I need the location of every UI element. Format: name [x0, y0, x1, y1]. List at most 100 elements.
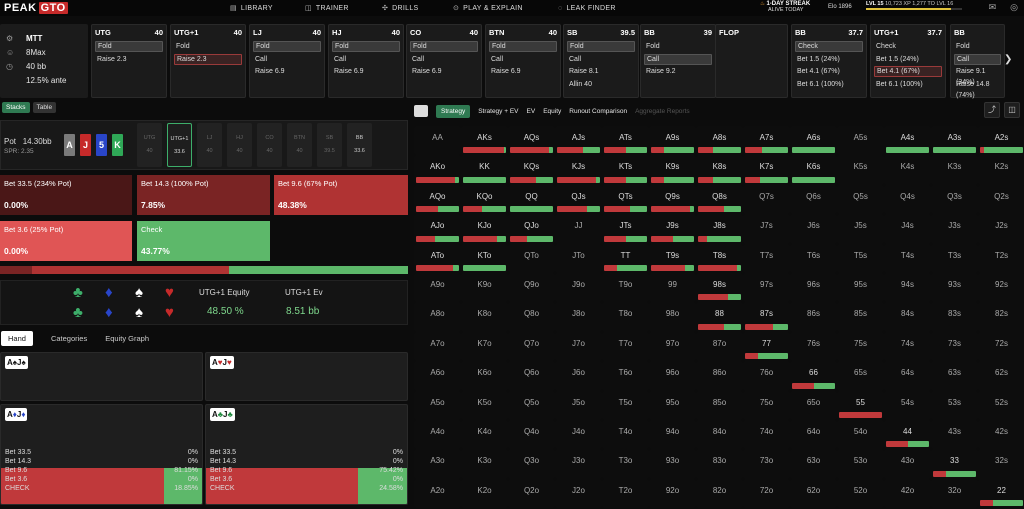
hand-cell[interactable]: 42o: [884, 478, 931, 509]
hand-cell[interactable]: 95s: [837, 273, 884, 303]
hand-cell[interactable]: Q7o: [508, 331, 555, 362]
hand-cell[interactable]: T9o: [602, 273, 649, 303]
hand-cell[interactable]: T5o: [602, 390, 649, 420]
hand-cell[interactable]: J4s: [884, 214, 931, 244]
hand-cell[interactable]: KTs: [602, 155, 649, 185]
hand-cell[interactable]: K6o: [461, 361, 508, 391]
hand-cell[interactable]: KJs: [555, 155, 602, 185]
action-option[interactable]: Call: [412, 55, 425, 63]
hand-cell[interactable]: 92s: [978, 273, 1024, 303]
hand-cell[interactable]: Q8o: [508, 302, 555, 332]
hand-cell[interactable]: J3s: [931, 214, 978, 244]
hand-cell[interactable]: K3s: [931, 155, 978, 185]
tab-stacks[interactable]: Stacks: [2, 102, 30, 113]
hand-cell[interactable]: T8s: [696, 243, 743, 273]
hand-cell[interactable]: 98s: [696, 273, 743, 303]
tile-utgplus1[interactable]: UTG+1 40 Fold Raise 2.3: [170, 24, 246, 98]
hand-cell[interactable]: 44: [884, 420, 931, 450]
hand-cell[interactable]: 55: [837, 390, 884, 420]
tile-utg[interactable]: UTG 40 Fold Raise 2.3: [91, 24, 167, 98]
hand-cell[interactable]: 85s: [837, 302, 884, 332]
hand-cell[interactable]: J9o: [555, 273, 602, 303]
hand-cell[interactable]: J3o: [555, 449, 602, 479]
hand-cell[interactable]: K5s: [837, 155, 884, 185]
action-option[interactable]: Raise 6.9: [412, 68, 442, 75]
hand-cell[interactable]: 96o: [649, 361, 696, 391]
hand-cell[interactable]: A9o: [414, 273, 461, 303]
hand-cell[interactable]: 65s: [837, 361, 884, 391]
action-option[interactable]: Call: [954, 53, 1001, 65]
hand-combo[interactable]: A♠J♠: [0, 352, 203, 401]
hand-cell[interactable]: 43s: [931, 420, 978, 450]
hand-cell[interactable]: T3s: [931, 243, 978, 273]
hand-cell[interactable]: Q5o: [508, 390, 555, 420]
hand-cell[interactable]: 83s: [931, 302, 978, 332]
hand-cell[interactable]: J9s: [649, 214, 696, 244]
hand-cell[interactable]: 97o: [649, 331, 696, 362]
hand-cell[interactable]: AKs: [461, 126, 508, 156]
hand-cell[interactable]: K5o: [461, 390, 508, 420]
action-option[interactable]: Check: [795, 41, 863, 52]
hand-cell[interactable]: 94o: [649, 420, 696, 450]
hand-cell[interactable]: 82s: [978, 302, 1024, 332]
hand-cell[interactable]: 62s: [978, 361, 1024, 391]
nav-leak-finder[interactable]: ◌ LEAK FINDER: [558, 0, 616, 16]
hand-cell[interactable]: T4o: [602, 420, 649, 450]
tile-postflop-utgplus1[interactable]: UTG+1 37.7 Check Bet 1.5 (24%) Bet 4.1 (67%)…: [870, 24, 946, 98]
hand-cell[interactable]: AA: [414, 126, 461, 156]
action-option[interactable]: Check: [876, 43, 896, 50]
hand-cell[interactable]: K6s: [790, 155, 837, 185]
hand-cell[interactable]: A6o: [414, 361, 461, 391]
player-seat[interactable]: UTG 40: [137, 123, 162, 167]
hand-cell[interactable]: Q4o: [508, 420, 555, 450]
player-seat[interactable]: BTN 40: [287, 123, 312, 167]
hand-cell[interactable]: 76s: [790, 331, 837, 362]
hand-cell[interactable]: KQo: [461, 184, 508, 215]
hand-cell[interactable]: 74s: [884, 331, 931, 362]
hand-cell[interactable]: Q4s: [884, 184, 931, 215]
hand-cell[interactable]: 96s: [790, 273, 837, 303]
share-icon[interactable]: ⤴: [984, 102, 1000, 118]
action-option[interactable]: Fold: [176, 43, 190, 50]
hand-cell[interactable]: K7o: [461, 331, 508, 362]
hand-cell[interactable]: J2s: [978, 214, 1024, 244]
action-option[interactable]: Raise 6.9: [491, 68, 521, 75]
hand-cell[interactable]: K3o: [461, 449, 508, 479]
hand-cell[interactable]: 87s: [743, 302, 790, 332]
hand-cell[interactable]: 72o: [743, 478, 790, 509]
hand-cell[interactable]: 64s: [884, 361, 931, 391]
hand-cell[interactable]: Q7s: [743, 184, 790, 215]
hand-cell[interactable]: QQ: [508, 184, 555, 215]
hand-cell[interactable]: T2s: [978, 243, 1024, 273]
hand-cell[interactable]: 54s: [884, 390, 931, 420]
hand-cell[interactable]: J5o: [555, 390, 602, 420]
action-option[interactable]: Fold: [332, 41, 400, 52]
hand-cell[interactable]: A3s: [931, 126, 978, 156]
hand-cell[interactable]: 95o: [649, 390, 696, 420]
hand-cell[interactable]: 84o: [696, 420, 743, 450]
action-option[interactable]: Allin 40: [569, 80, 592, 88]
hand-cell[interactable]: 62o: [790, 478, 837, 509]
hand-cell[interactable]: Q6o: [508, 361, 555, 391]
hand-cell[interactable]: K2o: [461, 478, 508, 509]
hand-cell[interactable]: 93o: [649, 449, 696, 479]
hand-cell[interactable]: 52s: [978, 390, 1024, 420]
hand-combo[interactable]: A♣J♣ Bet 33.5 0% Bet 14.3 0% Bet 9.6 75.42% Bet…: [205, 404, 408, 505]
hand-cell[interactable]: 86o: [696, 361, 743, 391]
hand-cell[interactable]: T8o: [602, 302, 649, 332]
hand-cell[interactable]: A6s: [790, 126, 837, 156]
hand-cell[interactable]: A5o: [414, 390, 461, 420]
hand-cell[interactable]: K8s: [696, 155, 743, 185]
hand-combo[interactable]: A♦J♦ Bet 33.5 0% Bet 14.3 0% Bet 9.6 81.15% Bet…: [0, 404, 203, 505]
hand-cell[interactable]: A5s: [837, 126, 884, 156]
hand-cell[interactable]: T7s: [743, 243, 790, 273]
tile-hj[interactable]: HJ 40 Fold Call Raise 6.9: [328, 24, 404, 98]
hand-cell[interactable]: T3o: [602, 449, 649, 479]
action-option[interactable]: Bet 6.1 (100%): [797, 80, 844, 88]
hand-cell[interactable]: J6s: [790, 214, 837, 244]
hand-cell[interactable]: J2o: [555, 478, 602, 509]
hand-cell[interactable]: JTo: [555, 243, 602, 273]
hand-cell[interactable]: AQs: [508, 126, 555, 156]
tile-postflop-bb[interactable]: BB 37.7 Check Bet 1.5 (24%) Bet 4.1 (67%) Bet…: [791, 24, 867, 98]
hand-cell[interactable]: Q6s: [790, 184, 837, 215]
